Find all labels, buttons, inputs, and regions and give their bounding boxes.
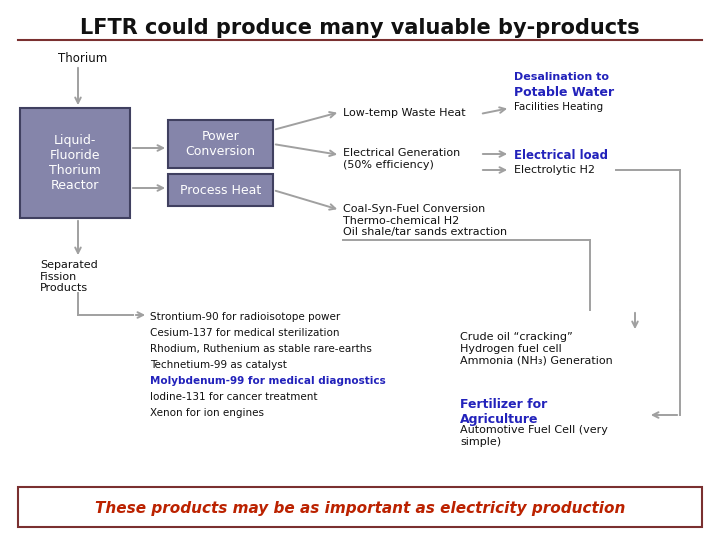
Text: Molybdenum-99 for medical diagnostics: Molybdenum-99 for medical diagnostics [150,376,386,386]
Text: Separated
Fission
Products: Separated Fission Products [40,260,98,293]
Text: Thorium: Thorium [58,52,107,65]
FancyBboxPatch shape [168,174,273,206]
Text: Facilities Heating: Facilities Heating [514,102,603,112]
Text: Strontium-90 for radioisotope power: Strontium-90 for radioisotope power [150,312,341,322]
Text: Low-temp Waste Heat: Low-temp Waste Heat [343,108,466,118]
Text: Electrolytic H2: Electrolytic H2 [514,165,595,175]
Text: Coal-Syn-Fuel Conversion
Thermo-chemical H2
Oil shale/tar sands extraction: Coal-Syn-Fuel Conversion Thermo-chemical… [343,204,507,237]
Text: Liquid-
Fluoride
Thorium
Reactor: Liquid- Fluoride Thorium Reactor [49,134,101,192]
Text: Rhodium, Ruthenium as stable rare-earths: Rhodium, Ruthenium as stable rare-earths [150,344,372,354]
Text: These products may be as important as electricity production: These products may be as important as el… [95,501,625,516]
Text: Desalination to: Desalination to [514,72,609,82]
Text: Electrical Generation
(50% efficiency): Electrical Generation (50% efficiency) [343,148,460,170]
FancyBboxPatch shape [168,120,273,168]
Text: Crude oil “cracking”
Hydrogen fuel cell
Ammonia (NH₃) Generation: Crude oil “cracking” Hydrogen fuel cell … [460,332,613,365]
Text: Automotive Fuel Cell (very
simple): Automotive Fuel Cell (very simple) [460,425,608,447]
Text: Power
Conversion: Power Conversion [186,130,256,158]
Text: Fertilizer for
Agriculture: Fertilizer for Agriculture [460,398,547,426]
Text: Cesium-137 for medical sterilization: Cesium-137 for medical sterilization [150,328,340,338]
Text: Technetium-99 as catalyst: Technetium-99 as catalyst [150,360,287,370]
FancyBboxPatch shape [18,487,702,527]
Text: Process Heat: Process Heat [180,184,261,197]
Text: Xenon for ion engines: Xenon for ion engines [150,408,264,418]
Text: Iodine-131 for cancer treatment: Iodine-131 for cancer treatment [150,392,318,402]
Text: Electrical load: Electrical load [514,149,608,162]
Text: LFTR could produce many valuable by-products: LFTR could produce many valuable by-prod… [80,18,640,38]
FancyBboxPatch shape [20,108,130,218]
Text: Potable Water: Potable Water [514,86,614,99]
